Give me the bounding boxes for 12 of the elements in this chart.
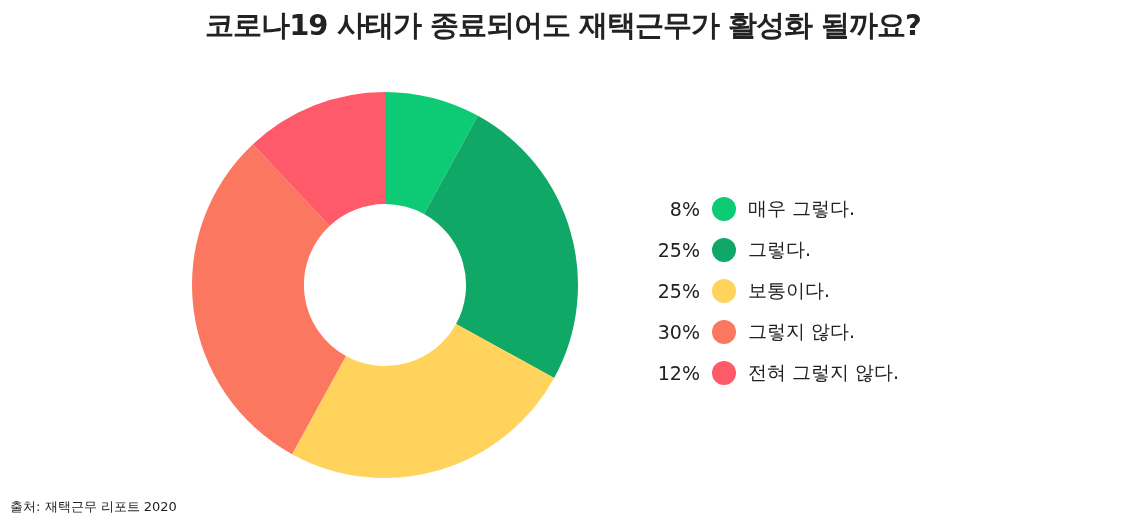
legend-label: 전혀 그렇지 않다. [748,359,900,385]
source-note: 출처: 재택근무 리포트 2020 [10,498,177,516]
legend-label: 매우 그렇다. [748,195,856,221]
legend-label: 그렇다. [748,236,812,262]
data-label: 25% [656,238,700,261]
legend-label: 그렇지 않다. [748,318,856,344]
legend-label: 보통이다. [748,277,831,303]
data-label: 8% [668,197,700,220]
data-label: 30% [656,320,700,343]
data-label: 25% [656,279,700,302]
data-label: 12% [656,361,700,384]
chart-title: 코로나19 사태가 종료되어도 재택근무가 활성화 될까요? [204,7,922,44]
